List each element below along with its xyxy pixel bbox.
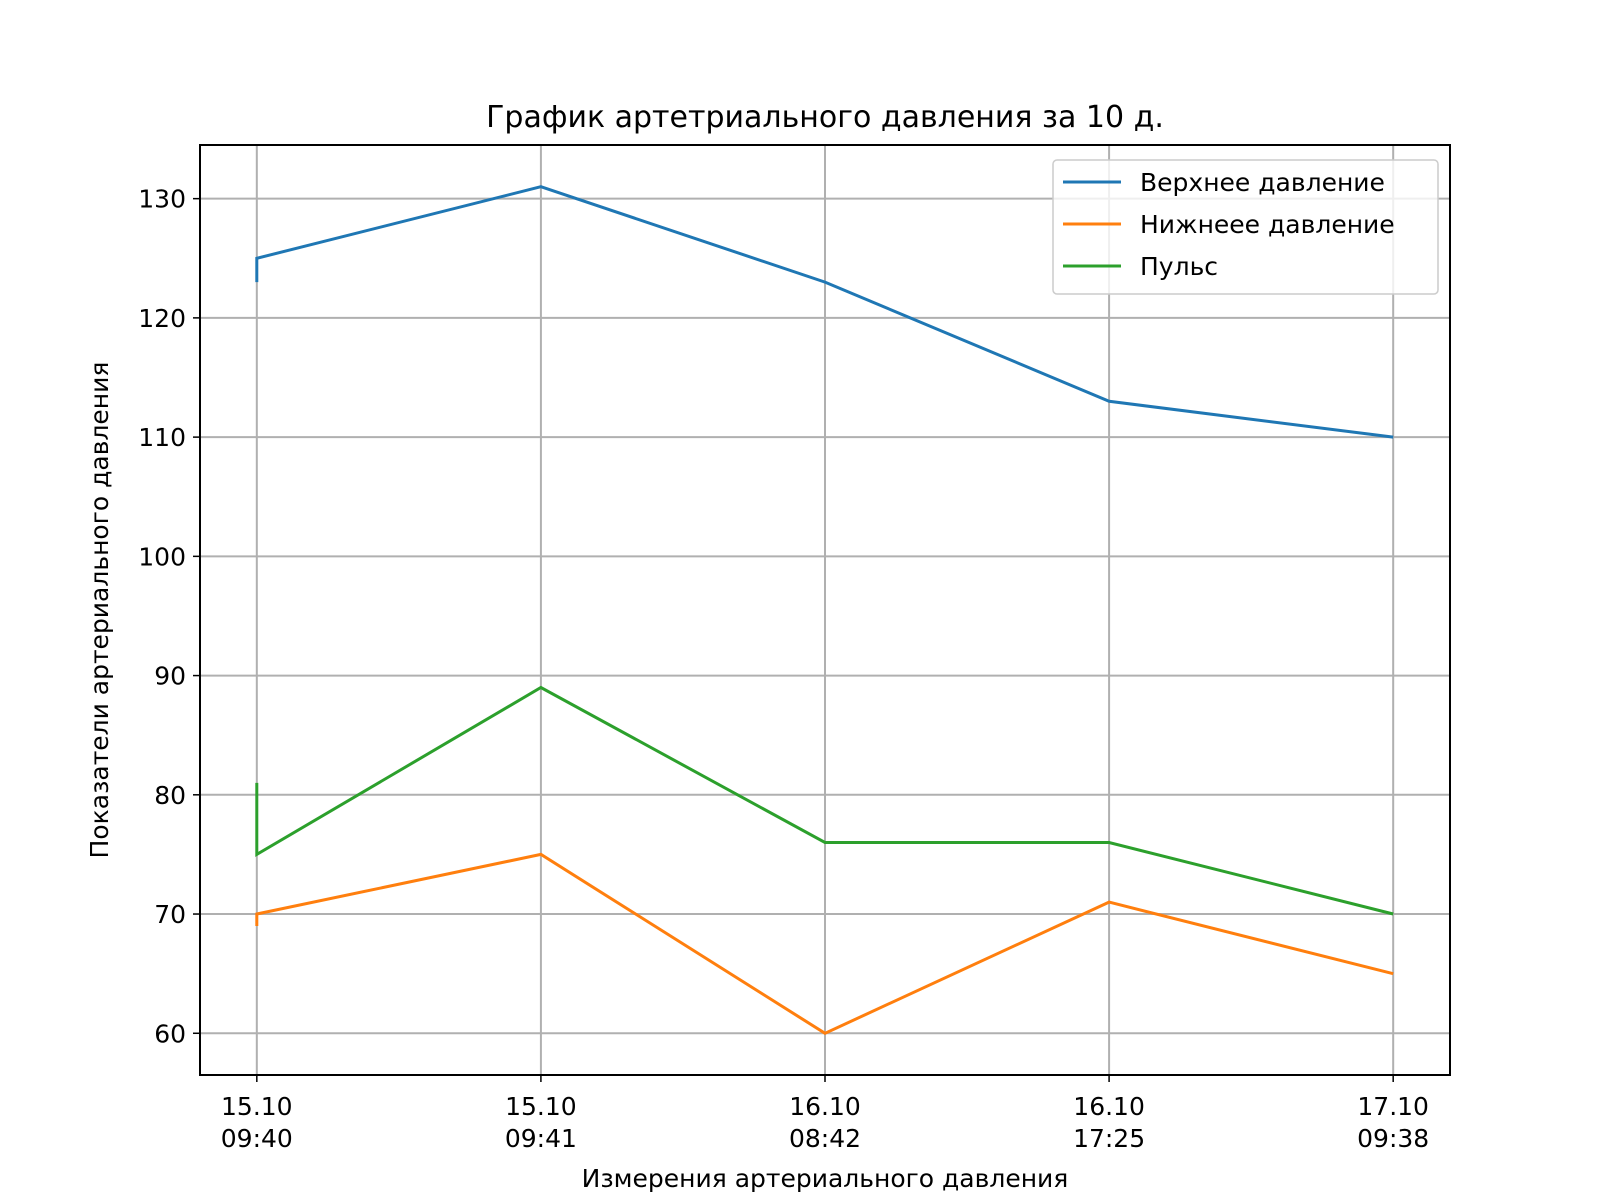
x-tick-label-date: 16.10 <box>789 1092 861 1121</box>
series-line-0 <box>255 185 1394 439</box>
legend-box <box>1052 159 1439 295</box>
y-tick-label: 100 <box>138 542 186 571</box>
legend-label-0: Верхнее давление <box>1140 168 1385 197</box>
y-tick-label: 120 <box>138 304 186 333</box>
legend: Верхнее давление Нижнеее давление Пульс <box>1052 159 1439 295</box>
y-tick-label: 60 <box>154 1019 186 1048</box>
x-tick-label-date: 17.10 <box>1357 1092 1429 1121</box>
y-tick-label: 80 <box>154 781 186 810</box>
series-group <box>255 185 1394 1036</box>
x-tick-label-time: 09:38 <box>1357 1124 1429 1153</box>
x-tick-label-date: 16.10 <box>1073 1092 1145 1121</box>
x-tick-label-time: 08:42 <box>789 1124 861 1153</box>
grid <box>200 145 1450 1075</box>
legend-label-1: Нижнеее давление <box>1140 210 1395 239</box>
x-tick-label-date: 15.10 <box>505 1092 577 1121</box>
ticks: 60 70 80 90 100 110 120 130 15.10 09:40 15.10 09:41… <box>138 185 1429 1153</box>
legend-label-2: Пульс <box>1140 252 1218 281</box>
x-tick-label-date: 15.10 <box>221 1092 293 1121</box>
y-tick-label: 70 <box>154 900 186 929</box>
y-tick-label: 130 <box>138 185 186 214</box>
x-tick-label-time: 17:25 <box>1073 1124 1145 1153</box>
y-tick-label: 110 <box>138 423 186 452</box>
chart-title: График артетриального давления за 10 д. <box>486 100 1164 135</box>
y-tick-label: 90 <box>154 662 186 691</box>
x-tick-label-time: 09:41 <box>505 1124 577 1153</box>
x-tick-label-time: 09:40 <box>221 1124 293 1153</box>
x-axis-label: Измерения артериального давления <box>582 1164 1069 1193</box>
series-line-1 <box>255 852 1394 1036</box>
series-line-2 <box>255 685 1394 916</box>
y-axis-label: Показатели артериального давления <box>85 362 114 859</box>
